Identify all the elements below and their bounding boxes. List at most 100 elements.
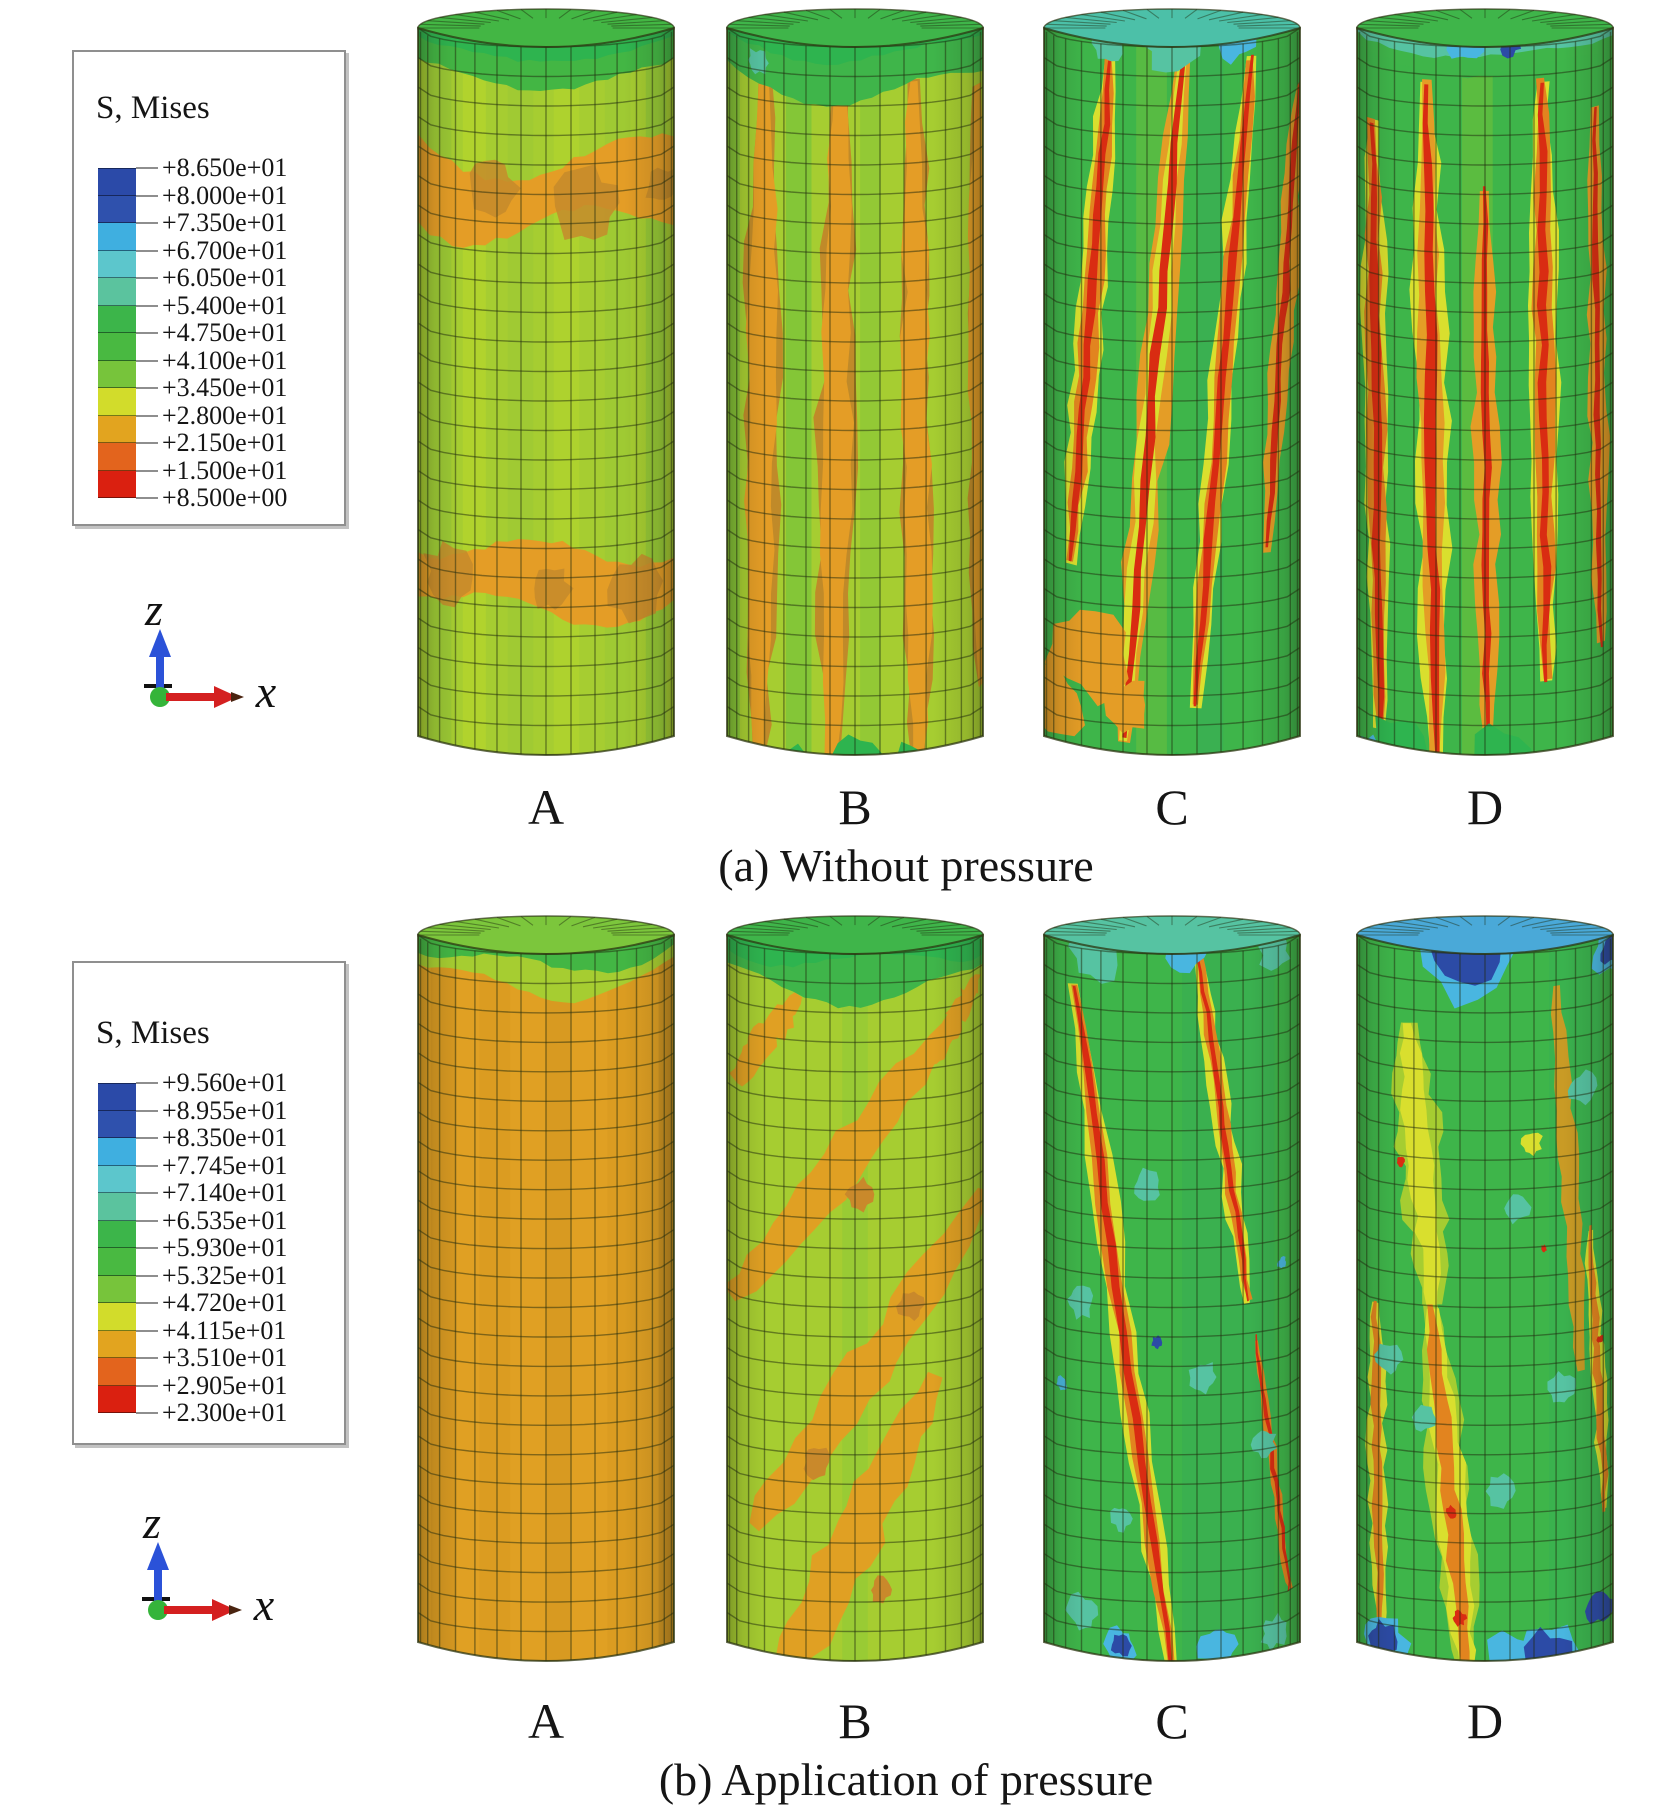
legend-value: +4.750e+01 — [162, 318, 288, 347]
legend-swatch — [98, 1083, 136, 1111]
legend-tick — [136, 1412, 158, 1414]
legend-value: +5.930e+01 — [162, 1233, 288, 1262]
legend-value: +6.050e+01 — [162, 263, 288, 292]
legend-value: +2.300e+01 — [162, 1398, 288, 1427]
legend-swatch — [98, 1248, 136, 1276]
cylinder-b-A — [417, 915, 675, 1662]
legend-tick — [136, 469, 158, 472]
legend-swatch — [98, 278, 136, 306]
legend-swatch — [98, 1358, 136, 1386]
legend-color-scale: +8.650e+01 +8.000e+01 +7.350e+01 +6.700e+01… — [74, 52, 344, 524]
cylinder-label-b-D: D — [1466, 1693, 1504, 1749]
x-arrowhead-tip-icon — [231, 692, 244, 702]
legend-value: +8.000e+01 — [162, 180, 288, 210]
legend-swatch — [98, 305, 136, 333]
legend-tick — [136, 1192, 158, 1194]
legend-swatch — [98, 388, 136, 416]
legend-tick — [136, 414, 158, 417]
cylinder-label-a-D: D — [1466, 779, 1504, 835]
cylinder-label-b-C: C — [1155, 1693, 1189, 1749]
legend-tick — [136, 304, 158, 307]
legend-tick — [136, 1274, 158, 1277]
legend-tick — [136, 222, 158, 224]
legend-value: +3.450e+01 — [162, 373, 288, 402]
cylinder-label-a-C: C — [1155, 779, 1189, 835]
cylinder-b-D — [1356, 915, 1614, 1662]
legend-value: +7.745e+01 — [162, 1150, 288, 1180]
legend-color-scale: +9.560e+01 +8.955e+01 +8.350e+01 +7.745e+01… — [74, 963, 344, 1443]
legend-value: +8.350e+01 — [162, 1123, 288, 1152]
legend-tick — [136, 332, 158, 334]
legend-tick — [136, 1302, 158, 1304]
legend-tick — [136, 1137, 158, 1139]
panel-caption-b: (b) Application of pressure — [658, 1754, 1154, 1805]
legend-tick — [136, 1329, 158, 1332]
legend-value: +1.500e+01 — [162, 455, 288, 485]
cylinder-a-B — [726, 8, 984, 756]
axis-triad-b: z x — [142, 1497, 275, 1630]
legend-panel-a: S, Mises +8.650e+01 +8.000e+01 +7.350e+01 +… — [72, 50, 346, 526]
legend-value: +5.325e+01 — [162, 1260, 288, 1290]
legend-tick — [136, 167, 158, 169]
legend-value: +8.500e+00 — [162, 483, 288, 512]
legend-tick — [136, 359, 158, 362]
legend-swatch — [98, 250, 136, 278]
legend-value: +6.535e+01 — [162, 1205, 288, 1235]
cylinder-label-b-A: A — [527, 1693, 565, 1749]
legend-swatch — [98, 1165, 136, 1193]
legend-value: +2.905e+01 — [162, 1370, 288, 1400]
legend-swatch — [98, 1330, 136, 1358]
cylinder-a-D — [1356, 8, 1614, 756]
legend-tick — [136, 277, 158, 279]
legend-tick — [136, 1357, 158, 1359]
legend-value: +8.955e+01 — [162, 1095, 288, 1125]
legend-tick — [136, 249, 158, 252]
z-arrowhead-icon — [147, 1542, 169, 1570]
legend-value: +7.140e+01 — [162, 1178, 288, 1207]
cylinder-a-C — [1043, 8, 1301, 756]
legend-swatch — [98, 1275, 136, 1303]
legend-tick — [136, 1247, 158, 1249]
legend-value: +2.150e+01 — [162, 428, 288, 457]
legend-swatch — [98, 415, 136, 443]
cylinder-label-b-B: B — [838, 1693, 872, 1749]
legend-swatch — [98, 1138, 136, 1166]
x-arrowhead-icon — [214, 686, 238, 708]
legend-tick — [136, 1164, 158, 1167]
legend-value: +4.115e+01 — [162, 1315, 287, 1345]
cylinder-label-a-B: B — [838, 779, 872, 835]
axis-triad-a: z x — [144, 584, 277, 717]
legend-tick — [136, 1109, 158, 1112]
cylinder-a-A — [417, 8, 675, 756]
x-axis-label: x — [255, 666, 277, 717]
legend-title: S, Mises — [96, 90, 210, 126]
panel-caption-a: (a) Without pressure — [718, 840, 1094, 891]
legend-tick — [136, 1384, 158, 1387]
legend-swatch — [98, 443, 136, 471]
legend-tick — [136, 497, 158, 499]
legend-swatch — [98, 195, 136, 223]
legend-swatch — [98, 168, 136, 196]
x-arrowhead-icon — [212, 1599, 236, 1621]
legend-panel-b: S, Mises +9.560e+01 +8.955e+01 +8.350e+01 +… — [72, 961, 346, 1445]
legend-value: +4.100e+01 — [162, 345, 288, 375]
legend-value: +9.560e+01 — [162, 1068, 288, 1097]
cylinder-b-B — [726, 915, 984, 1662]
origin-dot — [150, 687, 170, 707]
z-arrowhead-icon — [149, 629, 171, 657]
legend-tick — [136, 1082, 158, 1084]
legend-value: +4.720e+01 — [162, 1288, 288, 1317]
legend-title: S, Mises — [96, 1015, 210, 1051]
legend-value: +2.800e+01 — [162, 400, 288, 430]
legend-tick — [136, 1219, 158, 1222]
legend-swatch — [98, 1385, 136, 1413]
legend-tick — [136, 387, 158, 389]
z-axis-label: z — [142, 1497, 161, 1548]
legend-value: +7.350e+01 — [162, 208, 288, 237]
legend-tick — [136, 442, 158, 444]
cylinder-b-C — [1043, 915, 1301, 1662]
x-axis-label: x — [253, 1579, 275, 1630]
legend-swatch — [98, 333, 136, 361]
legend-swatch — [98, 1303, 136, 1331]
